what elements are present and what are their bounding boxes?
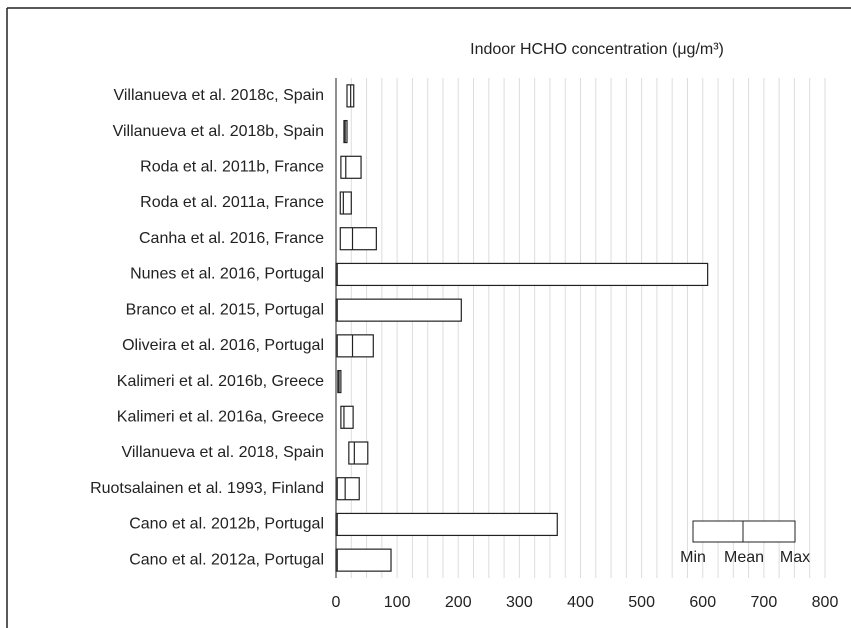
y-tick-label: Villanueva et al. 2018b, Spain — [113, 123, 324, 140]
legend-label: Mean — [724, 549, 764, 566]
y-tick-label: Villanueva et al. 2018c, Spain — [113, 87, 324, 104]
range-bar — [336, 334, 374, 358]
y-tick-label: Villanueva et al. 2018, Spain — [121, 444, 324, 461]
range-bar — [348, 441, 369, 465]
x-tick-label: 500 — [628, 594, 655, 611]
chart-title: Indoor HCHO concentration (μg/m³) — [470, 41, 724, 58]
x-tick-label: 100 — [384, 594, 411, 611]
range-bar — [339, 227, 377, 251]
y-tick-label: Cano et al. 2012b, Portugal — [129, 516, 324, 533]
y-tick-label: Roda et al. 2011a, France — [140, 194, 324, 211]
range-bar — [340, 405, 354, 429]
y-tick-label: Ruotsalainen et al. 1993, Finland — [90, 480, 324, 497]
range-bar — [335, 262, 709, 287]
x-tick-label: 700 — [751, 594, 778, 611]
range-bar — [335, 298, 462, 322]
y-tick-label: Cano et al. 2012a, Portugal — [129, 551, 324, 568]
range-bar — [335, 548, 392, 572]
range-bar — [339, 191, 352, 215]
y-tick-label: Branco et al. 2015, Portugal — [126, 301, 324, 318]
x-tick-label: 200 — [445, 594, 472, 611]
legend-box — [692, 520, 796, 543]
y-tick-label: Roda et al. 2011b, France — [140, 159, 324, 176]
y-tick-label: Kalimeri et al. 2016b, Greece — [117, 373, 324, 390]
range-bar — [336, 477, 360, 501]
x-tick-label: 400 — [567, 594, 594, 611]
legend-label: Max — [780, 549, 810, 566]
range-bar — [340, 155, 362, 179]
y-tick-label: Canha et al. 2016, France — [139, 230, 324, 247]
x-tick-label: 300 — [506, 594, 533, 611]
legend-label: Min — [680, 549, 706, 566]
y-tick-label: Oliveira et al. 2016, Portugal — [122, 337, 324, 354]
y-tick-label: Nunes et al. 2016, Portugal — [130, 266, 324, 283]
x-tick-label: 800 — [812, 594, 839, 611]
y-tick-label: Kalimeri et al. 2016a, Greece — [117, 409, 324, 426]
x-tick-label: 600 — [689, 594, 716, 611]
x-tick-label: 0 — [332, 594, 341, 611]
range-bar — [335, 512, 558, 537]
